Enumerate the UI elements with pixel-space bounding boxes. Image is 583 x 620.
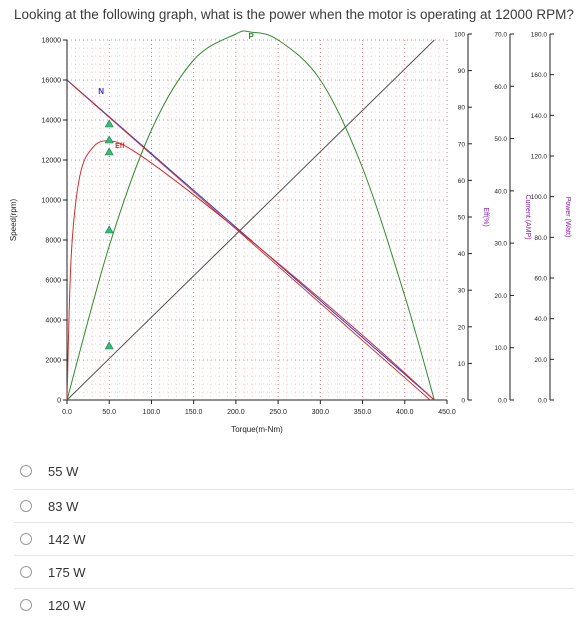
option-label: 55 W [48,463,79,479]
question-text: Looking at the following graph, what is … [14,7,574,22]
speed-tick-label: 8000 [45,238,61,245]
eff-tick-label: 100 [454,32,465,39]
option-divider [14,522,574,523]
current-axis-title: Current (AMP) [524,194,531,239]
option-label: 83 W [48,498,79,514]
current-tick-label: 50.0 [494,136,507,143]
chart-markers [104,119,114,350]
power-tick-label: 160.0 [531,72,548,79]
eff-tick-label: 50 [458,215,466,222]
power-tick-label: 100.0 [531,194,548,201]
x-tick-label: 150.0 [185,409,203,416]
chart-series [66,30,435,401]
eff-tick-label: 10 [458,361,466,368]
current-tick-label: 60.0 [494,84,507,91]
speed-tick-label: 6000 [45,278,61,285]
option-3[interactable]: 142 W [14,524,574,554]
current-tick-label: 20.0 [494,293,507,300]
radio-button[interactable] [20,533,32,545]
x-axis-title: Torque(m-Nm) [231,425,283,434]
speed-tick-label: 18000 [42,38,62,45]
option-label: 175 W [48,564,86,580]
operating-point-marker [104,341,114,350]
option-divider [14,588,574,589]
x-tick-label: 300.0 [312,409,330,416]
radio-button[interactable] [20,465,32,477]
eff-tick-label: 60 [458,178,466,185]
speed-tick-label: 12000 [42,158,62,165]
radio-button[interactable] [20,599,32,611]
speed-tick-label: 2000 [45,358,61,365]
efficiency-curve [66,140,435,401]
power-axis-title: Power (Watt) [564,197,571,238]
current-tick-label: 10.0 [494,345,507,352]
eff-axis-title: Eff(%) [482,207,489,226]
eff-tick-label: 0 [461,398,465,405]
x-tick-label: 0.0 [62,409,72,416]
chart-grid [66,39,448,401]
x-tick-label: 50.0 [102,409,116,416]
current-tick-label: 0.0 [498,398,507,405]
power-tick-label: 80.0 [534,235,547,242]
eff-tick-label: 80 [458,105,466,112]
marker-label-n: N [98,87,104,96]
current-curve [66,39,435,401]
speed-curve-secondary [68,81,431,401]
option-divider [14,489,574,490]
speed-tick-label: 4000 [45,318,61,325]
option-4[interactable]: 175 W [14,557,574,587]
eff-tick-label: 90 [458,68,466,75]
operating-point-marker [104,225,114,234]
x-tick-label: 400.0 [396,409,414,416]
x-tick-label: 200.0 [227,409,245,416]
operating-point-marker [104,147,114,156]
operating-point-marker [104,119,114,128]
chart-axes [63,33,554,404]
speed-tick-label: 16000 [42,78,62,85]
radio-button[interactable] [20,500,32,512]
power-tick-label: 120.0 [531,154,548,161]
speed-tick-label: 0 [57,398,61,405]
power-curve [66,30,435,401]
speed-tick-label: 14000 [42,118,62,125]
radio-button[interactable] [20,566,32,578]
option-1[interactable]: 55 W [14,456,574,486]
option-divider [14,555,574,556]
current-tick-label: 70.0 [494,32,507,39]
power-tick-label: 140.0 [531,113,548,120]
option-2[interactable]: 83 W [14,491,574,521]
option-label: 120 W [48,597,86,613]
power-tick-label: 60.0 [534,276,547,283]
x-tick-label: 100.0 [143,409,161,416]
marker-label-p: P [249,32,255,41]
power-tick-label: 180.0 [531,32,548,39]
x-tick-label: 450.0 [438,409,456,416]
chart-labels: 0.0 50.0 100.0 150.0 200.0 250.0 300.0 350.0 400… [9,32,571,435]
power-tick-label: 20.0 [534,357,547,364]
power-tick-label: 40.0 [534,316,547,323]
y-axis-title: Speed(rpm) [9,199,18,242]
current-tick-label: 30.0 [494,241,507,248]
eff-tick-label: 40 [458,251,466,258]
eff-tick-label: 70 [458,141,466,148]
eff-tick-label: 30 [458,288,466,295]
current-tick-label: 40.0 [494,188,507,195]
marker-label-eff: Eff [115,143,125,150]
motor-performance-chart: 0.0 50.0 100.0 150.0 200.0 250.0 300.0 350.0 400… [0,30,583,445]
operating-point-marker [104,135,114,144]
option-5[interactable]: 120 W [14,590,574,620]
power-tick-label: 0.0 [538,398,547,405]
x-tick-label: 250.0 [269,409,287,416]
option-label: 142 W [48,531,86,547]
speed-tick-label: 10000 [42,198,62,205]
chart-svg: 0.0 50.0 100.0 150.0 200.0 250.0 300.0 350.0 400… [9,30,571,435]
x-tick-label: 350.0 [354,409,372,416]
eff-tick-label: 20 [458,324,466,331]
